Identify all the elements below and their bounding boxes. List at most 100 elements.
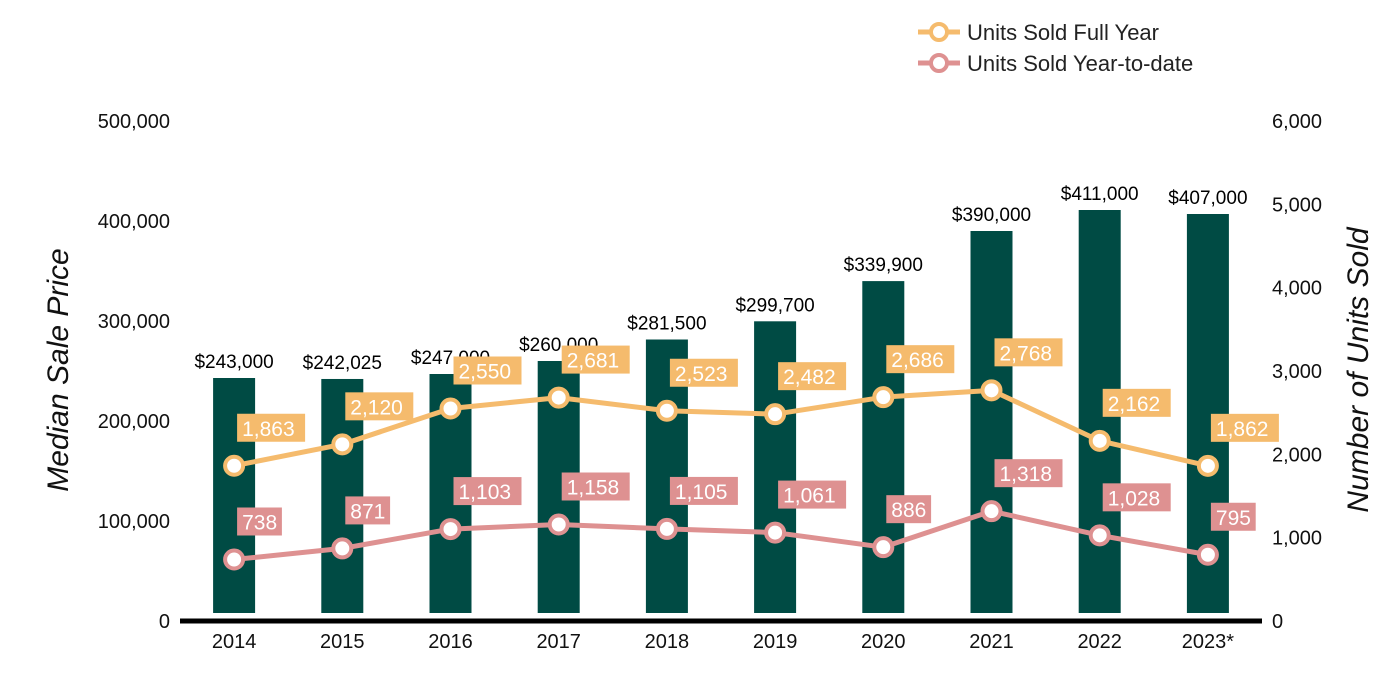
x-tick-label: 2020	[861, 631, 906, 653]
series-point	[872, 386, 895, 409]
series-point	[223, 454, 246, 477]
point-label-box	[669, 358, 738, 387]
line-series-2: 738 871 1,103 1,158 1,105 1,061 886 1,318 1,028 7…	[223, 459, 1256, 571]
y-axis-left: 0 100,000 200,000 300,000 400,000 500,000	[98, 111, 170, 633]
x-tick-label: 2018	[645, 631, 690, 653]
series-point	[980, 379, 1003, 402]
x-tick-label: 2015	[320, 631, 365, 653]
series-point	[223, 548, 246, 571]
point-data-label: 1,103	[459, 481, 512, 504]
series-point	[655, 399, 678, 422]
bar-data-label: $281,500	[627, 314, 706, 335]
point-label-box	[778, 480, 847, 509]
series-point	[764, 403, 787, 426]
series-point	[1196, 454, 1219, 477]
series-point	[872, 536, 895, 559]
series-point	[1088, 524, 1111, 547]
point-label-box	[561, 345, 630, 374]
series-point	[764, 521, 787, 544]
point-label-box	[453, 477, 522, 506]
point-data-label: 2,120	[350, 396, 403, 419]
bar	[970, 231, 1013, 613]
point-label-box	[994, 459, 1063, 488]
y-tick-label: 300,000	[98, 311, 170, 333]
y-tick-label: 500,000	[98, 111, 170, 133]
point-label-box	[1102, 388, 1171, 417]
point-label-box	[345, 496, 391, 525]
point-label-box	[237, 507, 282, 536]
y2-tick-label: 0	[1272, 611, 1283, 633]
y-tick-label: 200,000	[98, 411, 170, 433]
point-data-label: 2,523	[675, 363, 728, 386]
legend-label: Units Sold Year-to-date	[967, 51, 1193, 76]
point-data-label: 2,768	[1000, 342, 1053, 365]
y2-tick-label: 2,000	[1272, 444, 1322, 466]
bar-data-label: $407,000	[1168, 188, 1247, 209]
legend-marker	[929, 53, 949, 73]
series-line	[233, 387, 1209, 469]
y-axis-right-title: Number of Units Sold	[1342, 226, 1375, 512]
y-axis-right: 0 1,000 2,000 3,000 4,000 5,000 6,000	[1272, 111, 1322, 633]
point-label-box	[1210, 413, 1279, 442]
y2-tick-label: 1,000	[1272, 528, 1322, 550]
x-tick-label: 2017	[536, 631, 581, 653]
series-point	[1088, 429, 1111, 452]
bar	[862, 281, 905, 613]
point-data-label: 2,550	[459, 361, 512, 384]
y-axis-left-title: Median Sale Price	[42, 248, 75, 491]
point-data-label: 795	[1216, 507, 1251, 530]
legend: Units Sold Full Year Units Sold Year-to-d…	[918, 20, 1193, 76]
x-tick-label: 2023*	[1182, 631, 1234, 653]
series-point	[331, 537, 354, 560]
y2-tick-label: 6,000	[1272, 111, 1322, 133]
bar	[213, 378, 256, 613]
point-label-box	[886, 495, 932, 524]
series-point	[547, 513, 570, 536]
bar-data-label: $339,900	[844, 255, 923, 276]
point-data-label: 2,686	[891, 349, 944, 372]
line-series-1: 1,863 2,120 2,550 2,681 2,523 2,482 2,686 2,768…	[223, 338, 1279, 477]
point-data-label: 1,318	[1000, 463, 1053, 486]
point-data-label: 1,061	[783, 485, 836, 508]
x-tick-label: 2021	[969, 631, 1014, 653]
point-label-box	[345, 392, 414, 421]
y-tick-label: 0	[159, 611, 170, 633]
line-series: 1,863 2,120 2,550 2,681 2,523 2,482 2,686 2,768…	[223, 338, 1279, 571]
series-point	[331, 433, 354, 456]
x-tick-label: 2022	[1077, 631, 1122, 653]
bar-data-label: $243,000	[194, 352, 273, 373]
point-data-label: 886	[891, 499, 926, 522]
series-point	[547, 386, 570, 409]
point-label-box	[561, 472, 630, 501]
bar-data-label: $242,025	[303, 353, 382, 374]
point-data-label: 738	[242, 512, 277, 535]
bar-data-label: $390,000	[952, 205, 1031, 226]
y-tick-label: 400,000	[98, 211, 170, 233]
legend-marker	[929, 22, 949, 42]
point-data-label: 1,028	[1108, 487, 1161, 510]
series-point	[980, 500, 1003, 523]
y2-tick-label: 4,000	[1272, 278, 1322, 300]
bar-data-label: $411,000	[1061, 184, 1139, 205]
y-tick-label: 100,000	[98, 511, 170, 533]
point-label-box	[1102, 483, 1171, 512]
point-label-box	[994, 338, 1063, 367]
point-data-label: 1,862	[1216, 418, 1269, 441]
series-point	[655, 517, 678, 540]
series-line	[233, 508, 1209, 562]
legend-label: Units Sold Full Year	[967, 20, 1159, 45]
bar-data-label: $299,700	[735, 295, 814, 316]
point-data-label: 1,105	[675, 481, 728, 504]
series-point	[1196, 543, 1219, 566]
x-tick-label: 2019	[753, 631, 798, 653]
point-data-label: 871	[350, 500, 385, 523]
point-label-box	[886, 345, 955, 374]
series-point	[439, 518, 462, 541]
point-label-box	[237, 413, 306, 442]
y2-tick-label: 3,000	[1272, 361, 1322, 383]
point-label-box	[1210, 502, 1256, 531]
point-data-label: 1,158	[567, 477, 620, 500]
point-label-box	[778, 362, 847, 391]
x-tick-label: 2016	[428, 631, 473, 653]
